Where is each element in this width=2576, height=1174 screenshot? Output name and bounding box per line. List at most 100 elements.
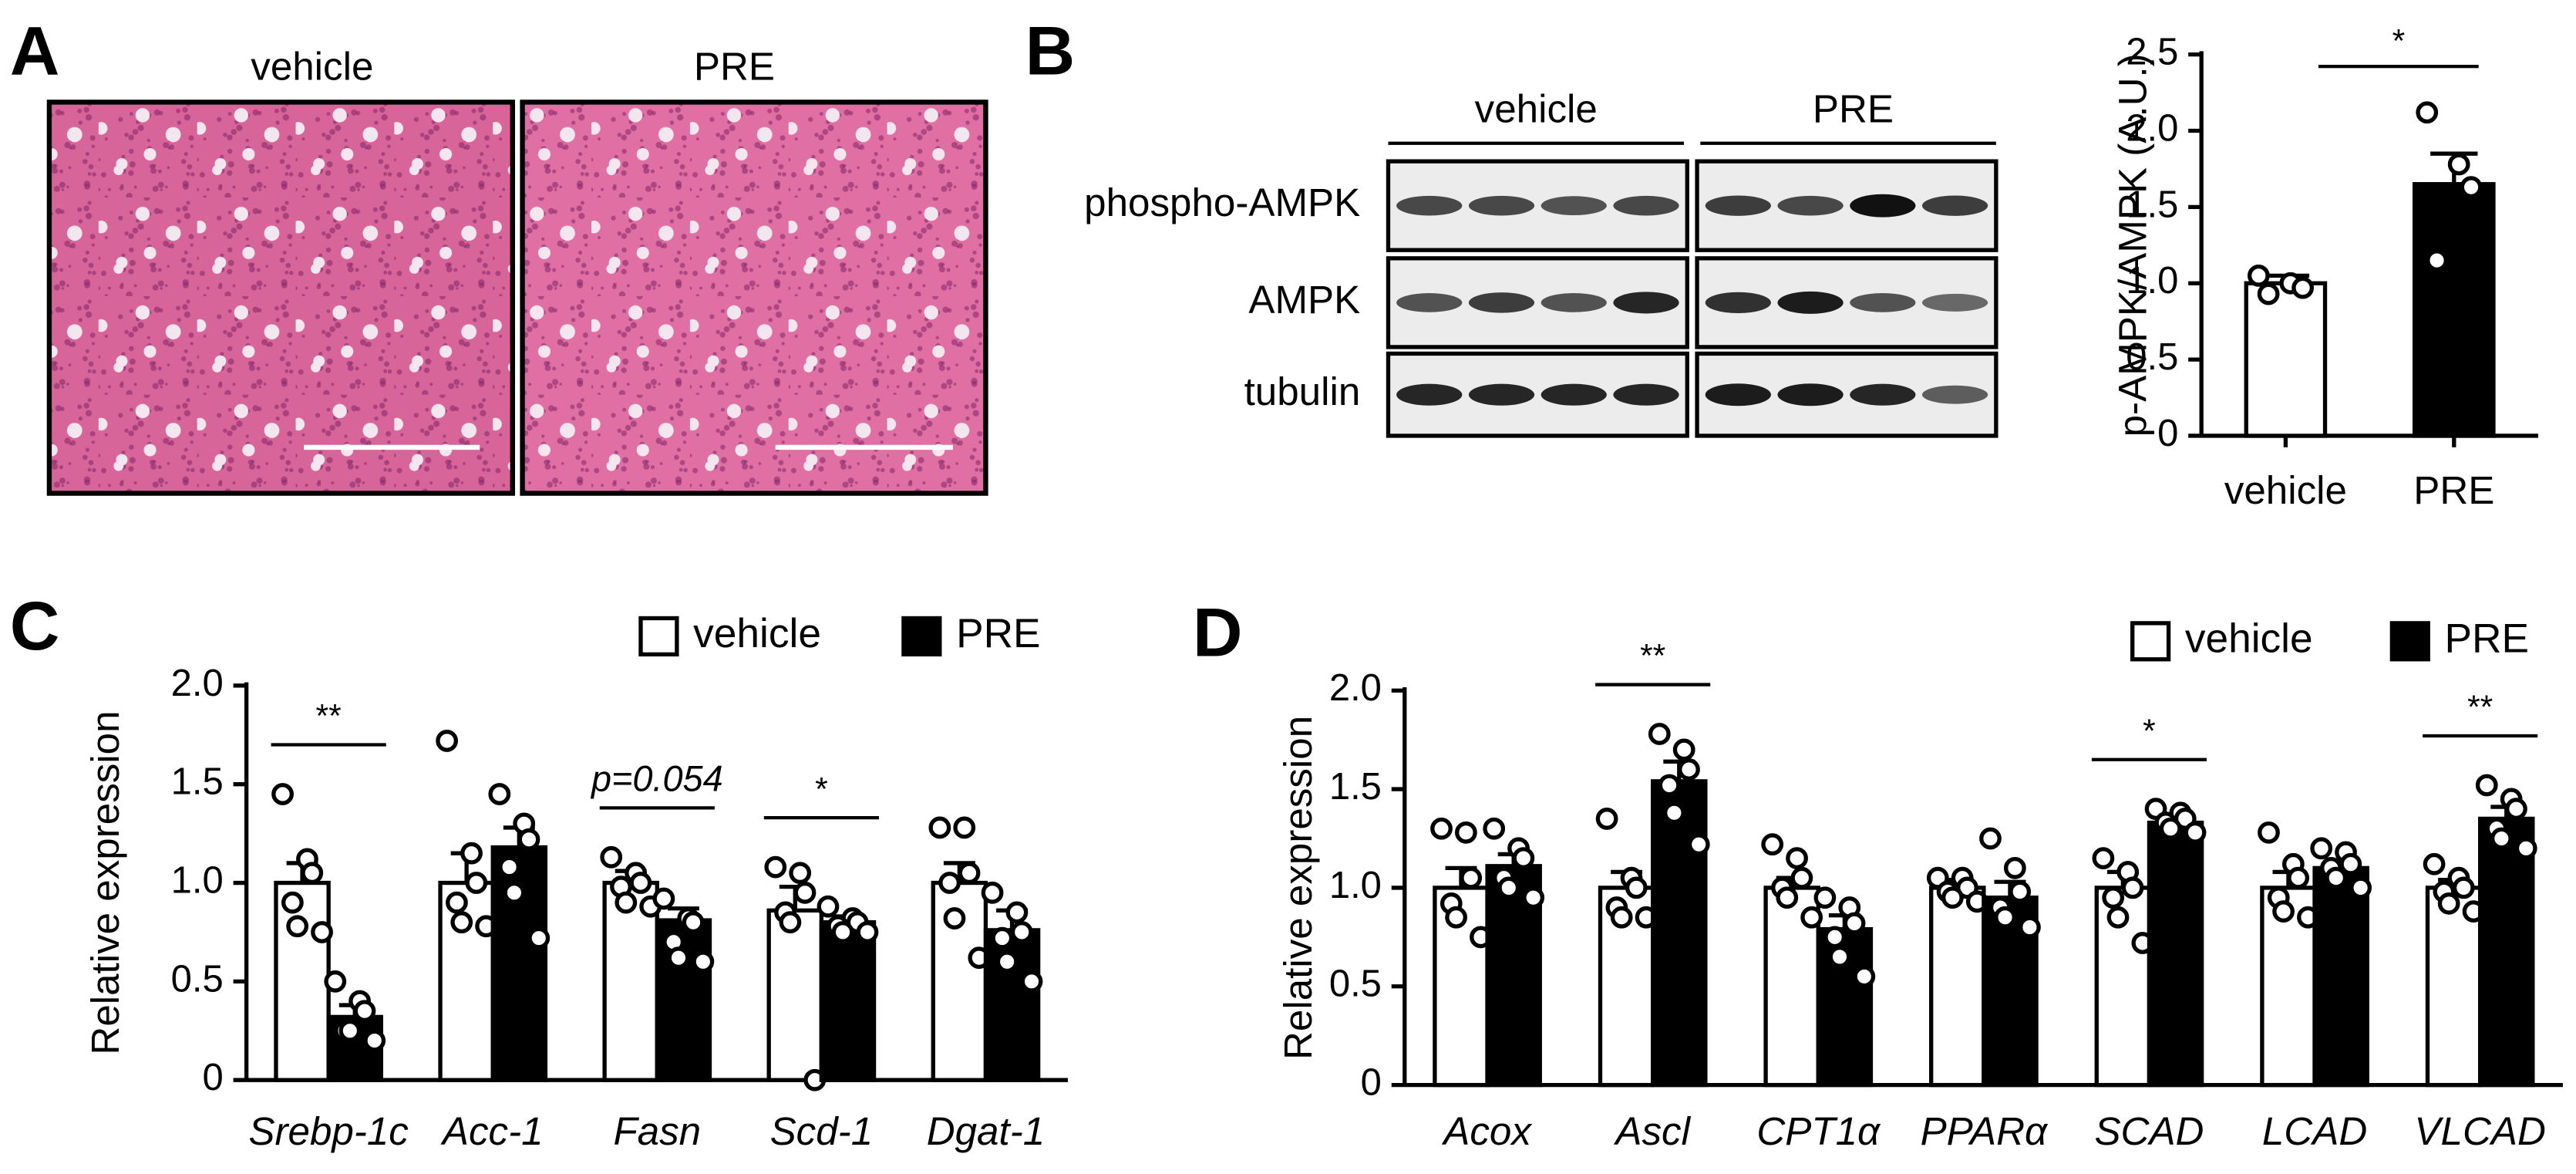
data-point bbox=[488, 783, 511, 805]
data-point bbox=[517, 828, 540, 851]
data-point bbox=[667, 946, 690, 970]
data-point bbox=[1853, 965, 1876, 988]
data-point bbox=[928, 816, 951, 839]
data-point bbox=[1828, 946, 1851, 968]
data-point bbox=[2106, 906, 2130, 929]
significance-label: * bbox=[815, 771, 828, 808]
data-point bbox=[2325, 866, 2348, 889]
data-point bbox=[2102, 886, 2125, 909]
data-point bbox=[764, 855, 787, 879]
significance-label: p=0.054 bbox=[590, 759, 723, 799]
legend-swatch bbox=[638, 616, 679, 657]
x-tick-label: Ascl bbox=[1613, 1109, 1691, 1153]
bar bbox=[1651, 779, 1708, 1088]
x-tick-label: PPARα bbox=[1921, 1109, 2049, 1153]
y-tick-label: 1.0 bbox=[1329, 865, 1382, 906]
y-tick-label: 1.5 bbox=[1329, 766, 1382, 808]
data-point bbox=[1625, 876, 1648, 899]
blot-band bbox=[1396, 195, 1463, 216]
y-tick-label: 1.0 bbox=[171, 859, 224, 901]
bar bbox=[2412, 182, 2496, 438]
y-tick-label: 2.0 bbox=[1329, 667, 1382, 709]
data-point bbox=[2437, 892, 2460, 915]
bar bbox=[490, 845, 548, 1082]
data-point bbox=[1776, 886, 1799, 909]
data-point bbox=[1483, 817, 1506, 840]
blot-band bbox=[1921, 385, 1988, 404]
legend-swatch bbox=[901, 616, 942, 657]
y-tick-label: 0 bbox=[2157, 413, 2178, 454]
x-tick-label: CPT1α bbox=[1756, 1109, 1881, 1153]
data-point bbox=[527, 926, 551, 950]
data-point bbox=[286, 915, 309, 938]
data-point bbox=[1010, 921, 1033, 943]
data-point bbox=[600, 845, 623, 869]
data-point bbox=[1658, 774, 1681, 797]
data-point bbox=[831, 921, 854, 943]
data-point bbox=[1979, 827, 2002, 850]
data-point bbox=[363, 1029, 386, 1052]
blot-band bbox=[1850, 194, 1916, 218]
data-point bbox=[2247, 264, 2270, 287]
data-point bbox=[2460, 176, 2483, 199]
x-tick-label: Srebp-1c bbox=[248, 1109, 408, 1153]
y-tick-label: 0.5 bbox=[171, 958, 224, 1000]
data-point bbox=[1610, 906, 1633, 929]
y-tick-label: 2.5 bbox=[2126, 32, 2178, 73]
legend-label: vehicle bbox=[693, 611, 821, 656]
x-tick-label: Acc-1 bbox=[440, 1109, 544, 1153]
blot-band bbox=[1777, 195, 1844, 216]
panel-letter: A bbox=[10, 12, 60, 89]
y-axis-label: Relative expression bbox=[83, 710, 127, 1054]
data-point bbox=[615, 891, 638, 914]
data-point bbox=[817, 895, 840, 918]
data-point bbox=[498, 855, 520, 879]
data-point bbox=[301, 862, 324, 885]
data-point bbox=[2291, 276, 2315, 299]
data-point bbox=[2310, 837, 2333, 860]
significance-label: * bbox=[2143, 713, 2156, 750]
blot-label: tubulin bbox=[1244, 369, 1361, 413]
data-point bbox=[779, 911, 802, 934]
bar bbox=[1929, 886, 1986, 1088]
data-point bbox=[2272, 900, 2295, 923]
data-point bbox=[311, 921, 333, 943]
blot-band bbox=[1850, 383, 1916, 406]
data-point bbox=[2426, 249, 2448, 272]
significance-label: ** bbox=[1640, 638, 1665, 675]
data-point bbox=[1678, 758, 1700, 781]
data-point bbox=[1512, 847, 1535, 869]
significance-label: * bbox=[2392, 23, 2406, 60]
data-point bbox=[943, 907, 966, 929]
data-point bbox=[2287, 866, 2310, 889]
blot-band bbox=[1613, 383, 1679, 406]
data-point bbox=[281, 891, 304, 914]
data-point bbox=[436, 730, 459, 752]
x-tick-label: Acox bbox=[1441, 1109, 1533, 1153]
y-axis-label: p-AMPK/AMPK (A.U.) bbox=[2110, 53, 2154, 437]
y-axis-label: Relative expression bbox=[1276, 716, 1320, 1060]
blot-band bbox=[1705, 292, 1771, 314]
data-point bbox=[652, 887, 675, 910]
data-point bbox=[1445, 906, 1467, 929]
data-point bbox=[503, 881, 526, 904]
data-point bbox=[324, 970, 347, 993]
legend-label: PRE bbox=[2445, 616, 2530, 661]
data-point bbox=[450, 911, 473, 934]
data-point bbox=[2416, 101, 2439, 124]
blot-band bbox=[1921, 293, 1988, 312]
group-label: vehicle bbox=[1475, 87, 1598, 131]
y-tick-label: 0.5 bbox=[1329, 963, 1382, 1005]
data-point bbox=[958, 862, 981, 885]
x-tick-label: vehicle bbox=[2224, 468, 2347, 512]
data-point bbox=[991, 926, 1014, 950]
data-point bbox=[938, 872, 961, 894]
blot-band bbox=[1468, 195, 1535, 216]
data-point bbox=[1800, 906, 1823, 929]
blot-band bbox=[1777, 291, 1844, 314]
data-point bbox=[2423, 852, 2446, 875]
bar bbox=[274, 880, 331, 1082]
data-point bbox=[2514, 837, 2537, 860]
bar bbox=[2147, 820, 2204, 1088]
data-point bbox=[629, 872, 652, 894]
